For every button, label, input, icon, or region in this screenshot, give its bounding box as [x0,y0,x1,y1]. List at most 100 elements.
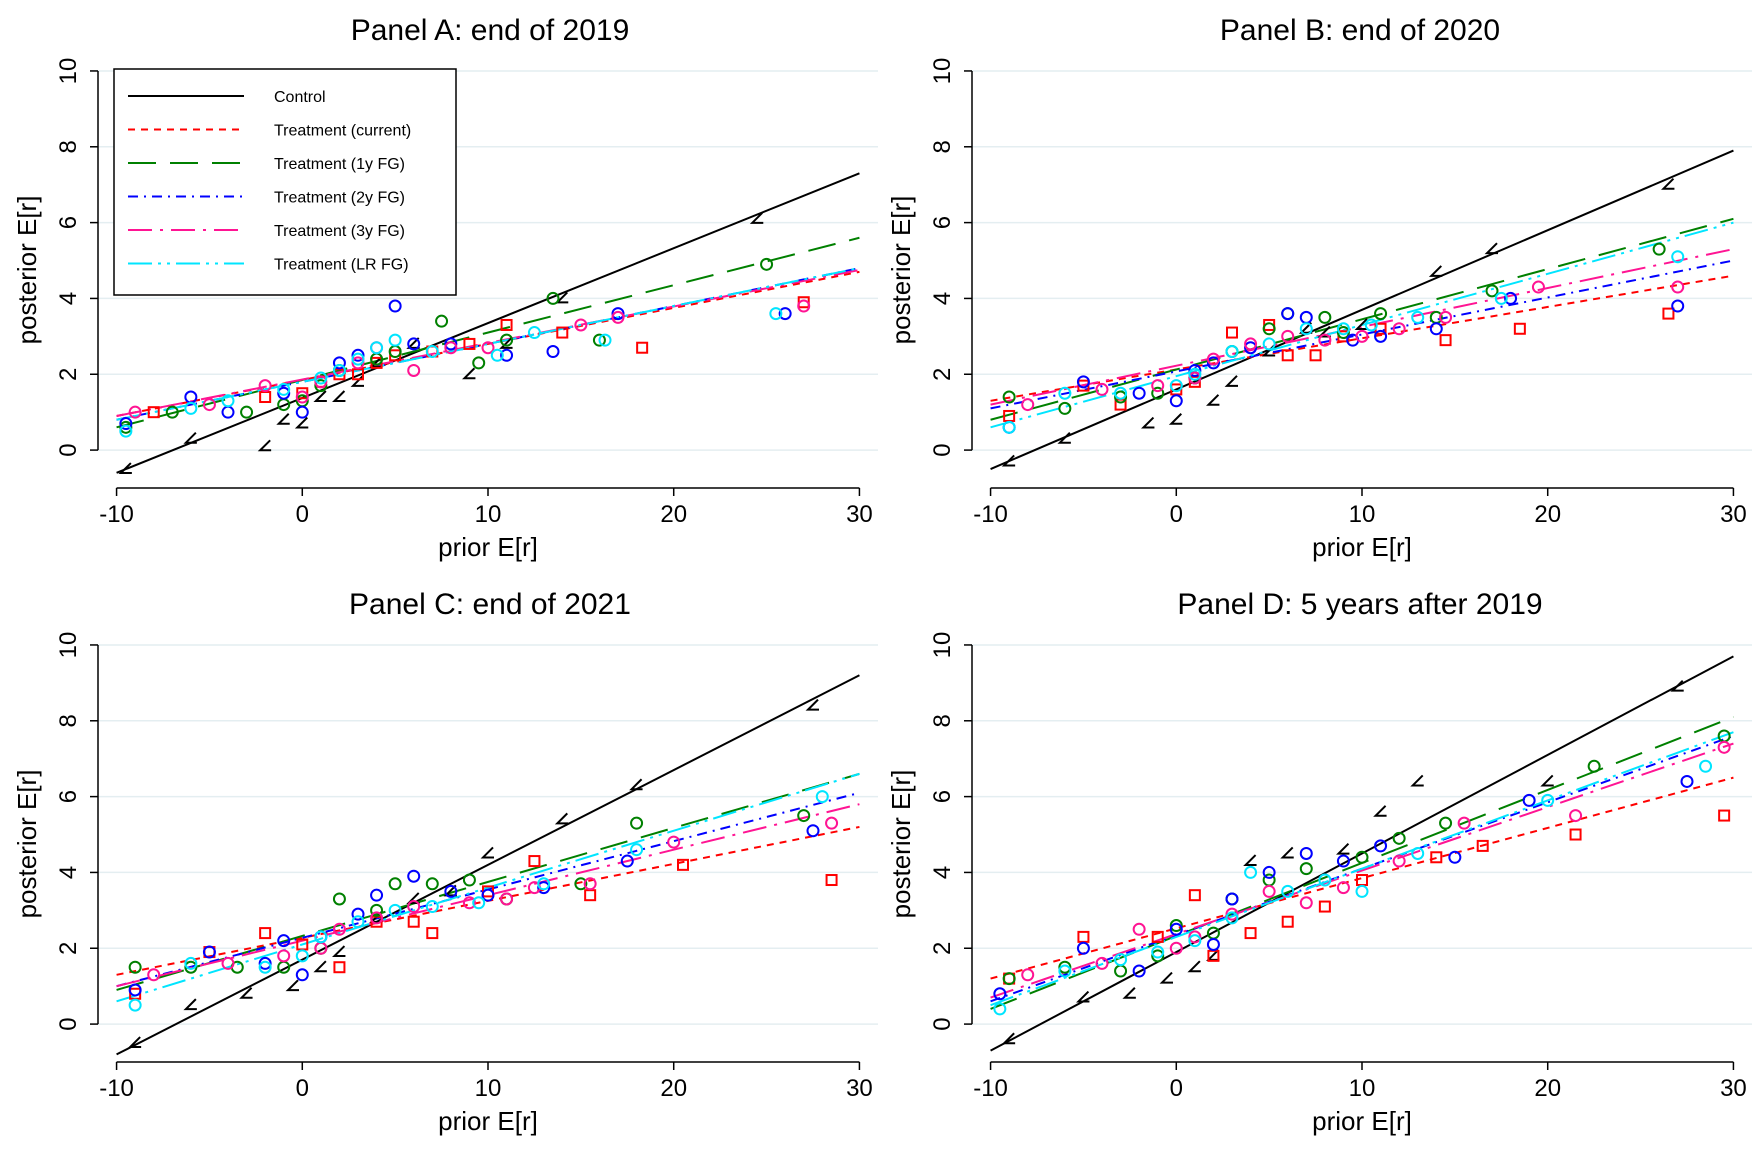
data-point-series-3 [1132,386,1146,400]
fit-line-0 [116,674,860,1056]
data-point-series-2 [1299,862,1313,876]
fit-line-4 [990,248,1734,406]
y-tick-label: 2 [929,942,956,955]
data-point-series-0 [127,1036,142,1049]
data-point-series-2 [119,420,133,434]
data-point-series-4 [1151,379,1165,393]
data-point-series-0 [1141,416,1155,429]
data-point-series-1 [407,915,420,928]
data-point-series-3 [481,888,495,902]
data-point-series-1 [1151,930,1164,943]
x-tick-label: -10 [99,501,134,528]
data-point-series-2 [184,960,198,974]
data-point-series-0 [1001,454,1016,467]
y-tick-label: 10 [929,58,956,85]
data-point-series-3 [537,881,551,895]
data-point-series-0 [257,439,272,452]
legend-entry-label: Treatment (3y FG) [274,223,405,240]
data-points [1001,177,1685,467]
data-point-series-3 [1281,307,1295,321]
data-point-series-3 [620,854,634,868]
data-point-series-3 [1132,964,1146,978]
data-point-series-2 [1374,307,1388,321]
data-point-series-0 [1001,1032,1016,1045]
data-point-series-5 [295,949,309,963]
data-point-series-1 [1569,828,1582,841]
data-point-series-1 [426,927,439,940]
data-point-series-5 [1188,367,1202,381]
data-point-series-3 [1448,850,1462,864]
data-point-series-0 [183,998,197,1011]
data-point-series-3 [611,307,625,321]
y-tick-label: 2 [55,368,82,381]
data-point-series-0 [1243,854,1257,867]
data-point-series-2 [1058,960,1072,974]
data-point-series-2 [1587,759,1601,773]
data-point-series-0 [1670,679,1684,692]
data-point-series-5 [1299,322,1313,336]
legend-entry-label: Treatment (current) [274,123,411,140]
data-point-series-4 [1132,922,1146,936]
fit-line-1 [990,776,1734,980]
fit-line-5 [116,267,860,421]
y-tick-label: 4 [55,292,82,305]
data-point-series-2 [332,892,346,906]
fit-line-1 [990,274,1734,402]
y-tick-label: 4 [55,866,82,879]
data-point-series-1 [677,858,689,871]
data-point-series-0 [313,390,327,403]
fit-line-5 [116,772,860,1003]
data-point-series-0 [1373,805,1387,817]
y-tick-label: 0 [55,443,82,456]
data-point-series-5 [1114,386,1128,400]
y-tick-label: 8 [929,140,956,153]
data-point-series-1 [584,889,597,902]
data-point-series-5 [370,341,384,355]
data-point-series-4 [314,375,328,389]
fit-line-2 [116,236,860,429]
data-point-series-3 [1076,941,1090,955]
data-point-series-4 [1439,310,1453,324]
data-point-series-0 [805,698,819,711]
data-point-series-3 [806,824,820,838]
panel-title: Panel B: end of 2020 [1220,14,1500,47]
data-point-series-3 [778,307,792,321]
data-point-series-0 [1280,846,1294,859]
x-tick-label: 30 [1720,501,1747,528]
data-point-series-1 [1226,326,1238,339]
data-point-series-2 [1151,386,1165,400]
data-point-series-3 [388,299,402,313]
data-point-series-0 [629,778,643,791]
data-point-series-5 [1188,934,1202,948]
data-point-series-5 [1494,291,1508,305]
data-point-series-1 [500,318,513,331]
data-point-series-1 [1662,307,1675,320]
data-point-series-2 [1114,390,1128,404]
fit-lines [990,149,1734,470]
data-point-series-0 [285,979,299,992]
data-point-series-5 [184,956,198,970]
data-point-series-3 [1504,291,1518,305]
y-tick-label: 2 [929,368,956,381]
data-point-series-1 [1281,349,1294,362]
data-point-series-4 [481,341,495,355]
data-point-series-2 [1169,919,1183,933]
data-point-series-5 [1058,964,1072,978]
data-point-series-0 [462,367,476,380]
x-tick-label: 0 [296,1075,309,1102]
data-point-series-4 [407,363,421,377]
data-point-series-0 [554,812,569,825]
data-point-series-2 [1336,326,1350,340]
data-point-series-5 [598,333,612,347]
data-point-series-2 [1262,322,1276,336]
data-point-series-4 [1188,371,1202,385]
x-tick-label: 30 [846,501,873,528]
data-point-series-5 [1364,318,1378,332]
data-point-series-1 [528,855,541,868]
data-point-series-4 [574,318,588,332]
data-point-series-0 [294,416,309,429]
data-point-series-0 [332,390,346,403]
data-point-series-0 [1540,774,1554,787]
data-point-series-4 [1392,322,1406,336]
x-tick-label: -10 [973,1075,1008,1102]
